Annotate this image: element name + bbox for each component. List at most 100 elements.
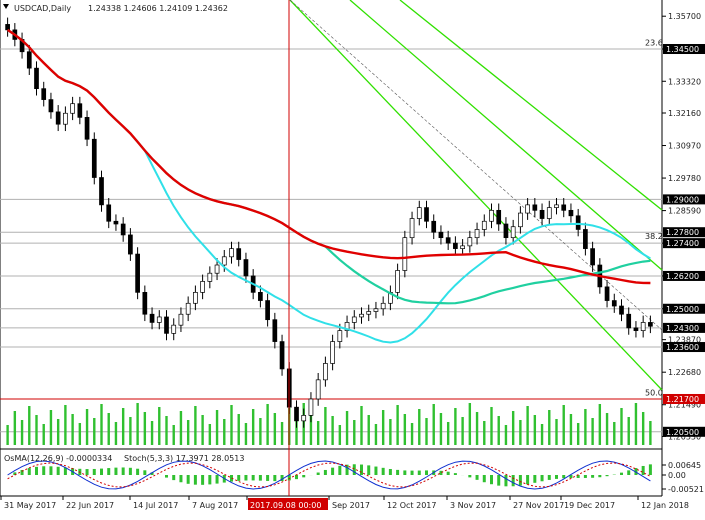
- candle-body: [453, 243, 457, 248]
- candle-body: [302, 415, 306, 420]
- candle-body: [352, 317, 356, 322]
- volume-bar: [505, 425, 507, 445]
- level-badge-label: 1.20500: [666, 428, 699, 437]
- candle-body: [266, 301, 270, 320]
- candle-body: [215, 265, 219, 273]
- volume-bar: [389, 419, 391, 445]
- volume-bar: [613, 422, 615, 445]
- volume-bar: [490, 407, 492, 445]
- volume-bar: [266, 404, 268, 445]
- price-tick-label: 1.35700: [668, 12, 701, 21]
- candle-body: [634, 328, 638, 331]
- candle-body: [591, 249, 595, 265]
- osma-bar: [374, 467, 377, 475]
- osma-bar: [468, 475, 471, 477]
- osma-bar: [367, 465, 370, 475]
- level-badge-label: 1.23600: [666, 343, 699, 352]
- time-tick-label: 2017.09.08 00:00: [250, 501, 321, 510]
- osma-bar: [35, 467, 38, 475]
- osma-bar: [237, 475, 240, 481]
- time-tick-label: 14 Jul 2017: [133, 501, 178, 510]
- volume-bar: [498, 416, 500, 445]
- price-tick-label: 1.33320: [668, 77, 701, 86]
- osma-bar: [273, 475, 276, 481]
- osma-bar: [389, 469, 392, 475]
- candle-body: [475, 229, 479, 237]
- candle-body: [114, 221, 118, 224]
- osma-bar: [548, 475, 551, 480]
- osma-bar: [49, 466, 52, 475]
- volume-bar: [173, 425, 175, 445]
- volume-bar: [151, 421, 153, 445]
- candle-body: [201, 281, 205, 292]
- volume-bar: [454, 408, 456, 445]
- osma-bar: [324, 470, 327, 475]
- candle-body: [78, 104, 82, 118]
- osma-bar: [172, 475, 175, 480]
- volume-bar: [476, 412, 478, 445]
- candle-body: [381, 303, 385, 308]
- volume-bar: [238, 414, 240, 445]
- osma-bar: [642, 466, 645, 475]
- candle-body: [482, 221, 486, 229]
- candle-body: [338, 331, 342, 342]
- volume-bar: [216, 410, 218, 445]
- level-badge-label: 1.27400: [666, 239, 699, 248]
- chart-ohlc-header: 1.24338 1.24606 1.24109 1.24362: [88, 4, 228, 13]
- candle-body: [410, 219, 414, 238]
- osma-bar: [519, 475, 522, 486]
- volume-bar: [469, 403, 471, 445]
- candle-body: [526, 205, 530, 213]
- candle-body: [136, 254, 140, 292]
- osma-bar: [533, 475, 536, 483]
- osma-bar: [346, 465, 349, 475]
- osma-bar: [476, 475, 479, 480]
- osma-bar: [418, 471, 421, 475]
- osma-bar: [411, 471, 414, 475]
- candle-body: [620, 306, 624, 314]
- candle-body: [56, 112, 60, 124]
- candle-body: [468, 238, 472, 246]
- volume-bar: [353, 420, 355, 445]
- volume-bar: [274, 413, 276, 445]
- candle-body: [49, 100, 53, 112]
- volume-bar: [628, 417, 630, 445]
- candle-body: [396, 270, 400, 292]
- price-tick-label: 1.30970: [668, 142, 701, 151]
- osma-bar: [28, 468, 31, 475]
- candle-body: [100, 178, 104, 205]
- candle-body: [186, 303, 190, 314]
- volume-bar: [79, 423, 81, 445]
- candle-body: [648, 322, 652, 326]
- candle-body: [316, 380, 320, 399]
- volume-bar: [6, 425, 8, 445]
- candle-body: [562, 205, 566, 210]
- candle-body: [128, 235, 132, 254]
- price-tick-label: 1.29780: [668, 174, 701, 183]
- candle-body: [533, 205, 537, 210]
- candle-body: [504, 224, 508, 238]
- volume-bar: [50, 410, 52, 445]
- candle-body: [367, 311, 371, 314]
- candle-body: [627, 314, 631, 328]
- volume-bar: [108, 413, 110, 445]
- volume-bar: [599, 404, 601, 445]
- fib-level-label: 23.6: [645, 39, 663, 48]
- osma-bar: [331, 468, 334, 475]
- candle-body: [309, 399, 313, 415]
- candle-body: [222, 257, 226, 265]
- time-tick-label: 12 Oct 2017: [387, 501, 436, 510]
- candle-body: [576, 216, 580, 230]
- volume-bar: [144, 412, 146, 445]
- candle-body: [273, 320, 277, 342]
- osma-bar: [447, 472, 450, 475]
- osma-bar: [136, 469, 139, 475]
- time-tick-label: 31 May 2017: [4, 501, 56, 510]
- volume-bar: [396, 405, 398, 445]
- candle-body: [403, 238, 407, 271]
- osma-header: OsMA(12,26,9) -0.0000334: [4, 454, 112, 463]
- volume-bar: [483, 421, 485, 445]
- volume-bar: [555, 419, 557, 445]
